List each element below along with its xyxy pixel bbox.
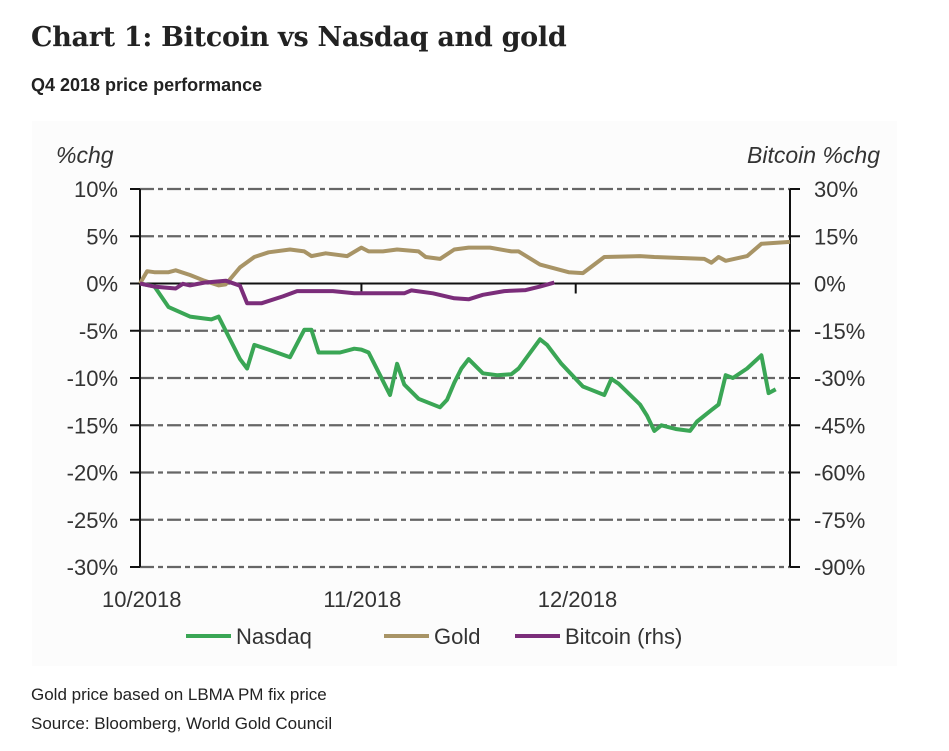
chart-subtitle: Q4 2018 price performance: [31, 75, 263, 95]
y-tick-label-right: -90%: [814, 555, 865, 580]
y-tick-label-right: -60%: [814, 461, 865, 486]
footnote-gold-price: Gold price based on LBMA PM fix price: [31, 685, 327, 704]
y-tick-label-left: -25%: [67, 508, 118, 533]
x-tick-label: 11/2018: [323, 587, 401, 612]
y-tick-label-right: -15%: [814, 319, 865, 344]
y-ticks-right: 30% 15% 0% -15% -30% -45% -60% -75% -90%: [814, 177, 865, 580]
legend-label: Bitcoin (rhs): [565, 624, 682, 649]
y-tick-label-right: -45%: [814, 413, 865, 438]
chart-panel: [32, 121, 897, 666]
y-tick-label-right: 0%: [814, 272, 846, 297]
legend-label: Nasdaq: [236, 624, 312, 649]
y-tick-label-left: -30%: [67, 555, 118, 580]
y-tick-label-right: 15%: [814, 224, 858, 249]
y-tick-label-right: 30%: [814, 177, 858, 202]
series-line-bitcoin-rhs: [139, 278, 555, 306]
legend-label: Gold: [434, 624, 480, 649]
y-axis-label-left: %chg: [56, 142, 114, 168]
y-tick-label-right: -30%: [814, 366, 865, 391]
axes: [130, 188, 800, 568]
y-axis-label-right: Bitcoin %chg: [747, 142, 880, 168]
y-ticks-left: 10% 5% 0% -5% -10% -15% -20% -25% -30%: [67, 177, 118, 580]
y-tick-label-left: 5%: [86, 224, 118, 249]
y-tick-label-left: -20%: [67, 461, 118, 486]
y-tick-label-left: 10%: [74, 177, 118, 202]
y-tick-label-right: -75%: [814, 508, 865, 533]
footnote-source: Source: Bloomberg, World Gold Council: [31, 714, 333, 733]
series-line-nasdaq: [139, 281, 777, 433]
y-tick-label-left: 0%: [86, 272, 118, 297]
x-ticks: 10/2018 11/2018 12/2018: [102, 587, 617, 612]
series-line-gold: [138, 239, 791, 288]
y-tick-label-left: -10%: [67, 366, 118, 391]
y-tick-label-left: -15%: [67, 413, 118, 438]
x-tick-label: 12/2018: [538, 587, 618, 612]
legend: Nasdaq Gold Bitcoin (rhs): [186, 624, 682, 649]
series-lines: [138, 239, 791, 433]
y-tick-label-left: -5%: [79, 319, 118, 344]
chart-title: Chart 1: Bitcoin vs Nasdaq and gold: [31, 22, 567, 53]
x-tick-label: 10/2018: [102, 587, 182, 612]
grid: [140, 187, 790, 569]
